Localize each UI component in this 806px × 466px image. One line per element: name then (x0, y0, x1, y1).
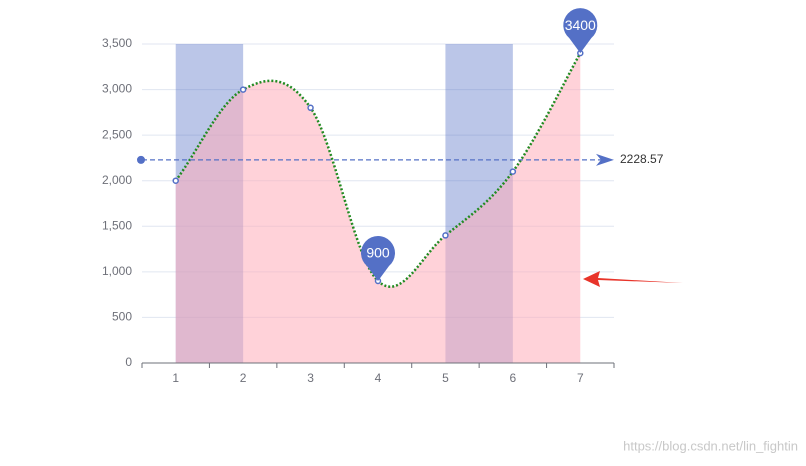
x-tick-label: 7 (577, 371, 584, 385)
mark-line-start (137, 155, 145, 164)
mark-points: 3400 900 (361, 8, 598, 281)
annotation-arrow (583, 271, 683, 287)
point (307, 104, 314, 112)
y-tick-label: 2,000 (102, 173, 132, 187)
x-axis: 1 2 3 4 5 6 7 (141, 362, 615, 385)
points (172, 49, 584, 285)
y-tick-label: 3,000 (102, 82, 132, 96)
mark-line-arrow (596, 153, 614, 166)
area (175, 53, 581, 363)
point (442, 232, 449, 239)
plot: 0 500 1,000 1,500 2,000 2,500 3,000 3,500 1 2 3 4 5 6… (102, 8, 664, 385)
point (509, 168, 517, 175)
y-tick-label: 3,500 (102, 36, 132, 50)
mark-pin-label: 3400 (565, 17, 596, 33)
point (239, 86, 247, 93)
x-tick-label: 2 (240, 371, 247, 385)
y-tick-label: 0 (125, 355, 132, 369)
red-arrow (583, 271, 683, 287)
y-tick-label: 500 (112, 310, 132, 324)
x-tick-label: 6 (510, 371, 517, 385)
x-tick-label: 5 (442, 371, 449, 385)
mark-line: 2228.57 (137, 152, 664, 166)
y-tick-label: 1,500 (102, 218, 132, 232)
mark-pin (563, 8, 598, 54)
x-tick-label: 4 (375, 371, 382, 385)
mark-pin (361, 236, 395, 281)
point (172, 177, 179, 184)
mark-pin-label: 900 (366, 245, 390, 261)
x-tick-label: 1 (172, 371, 179, 385)
x-tick-label: 3 (307, 371, 314, 385)
y-tick-label: 1,000 (102, 264, 132, 278)
mark-line-label: 2228.57 (620, 152, 664, 166)
y-tick-label: 2,500 (102, 127, 132, 141)
watermark: https://blog.csdn.net/lin_fightin (623, 438, 798, 453)
